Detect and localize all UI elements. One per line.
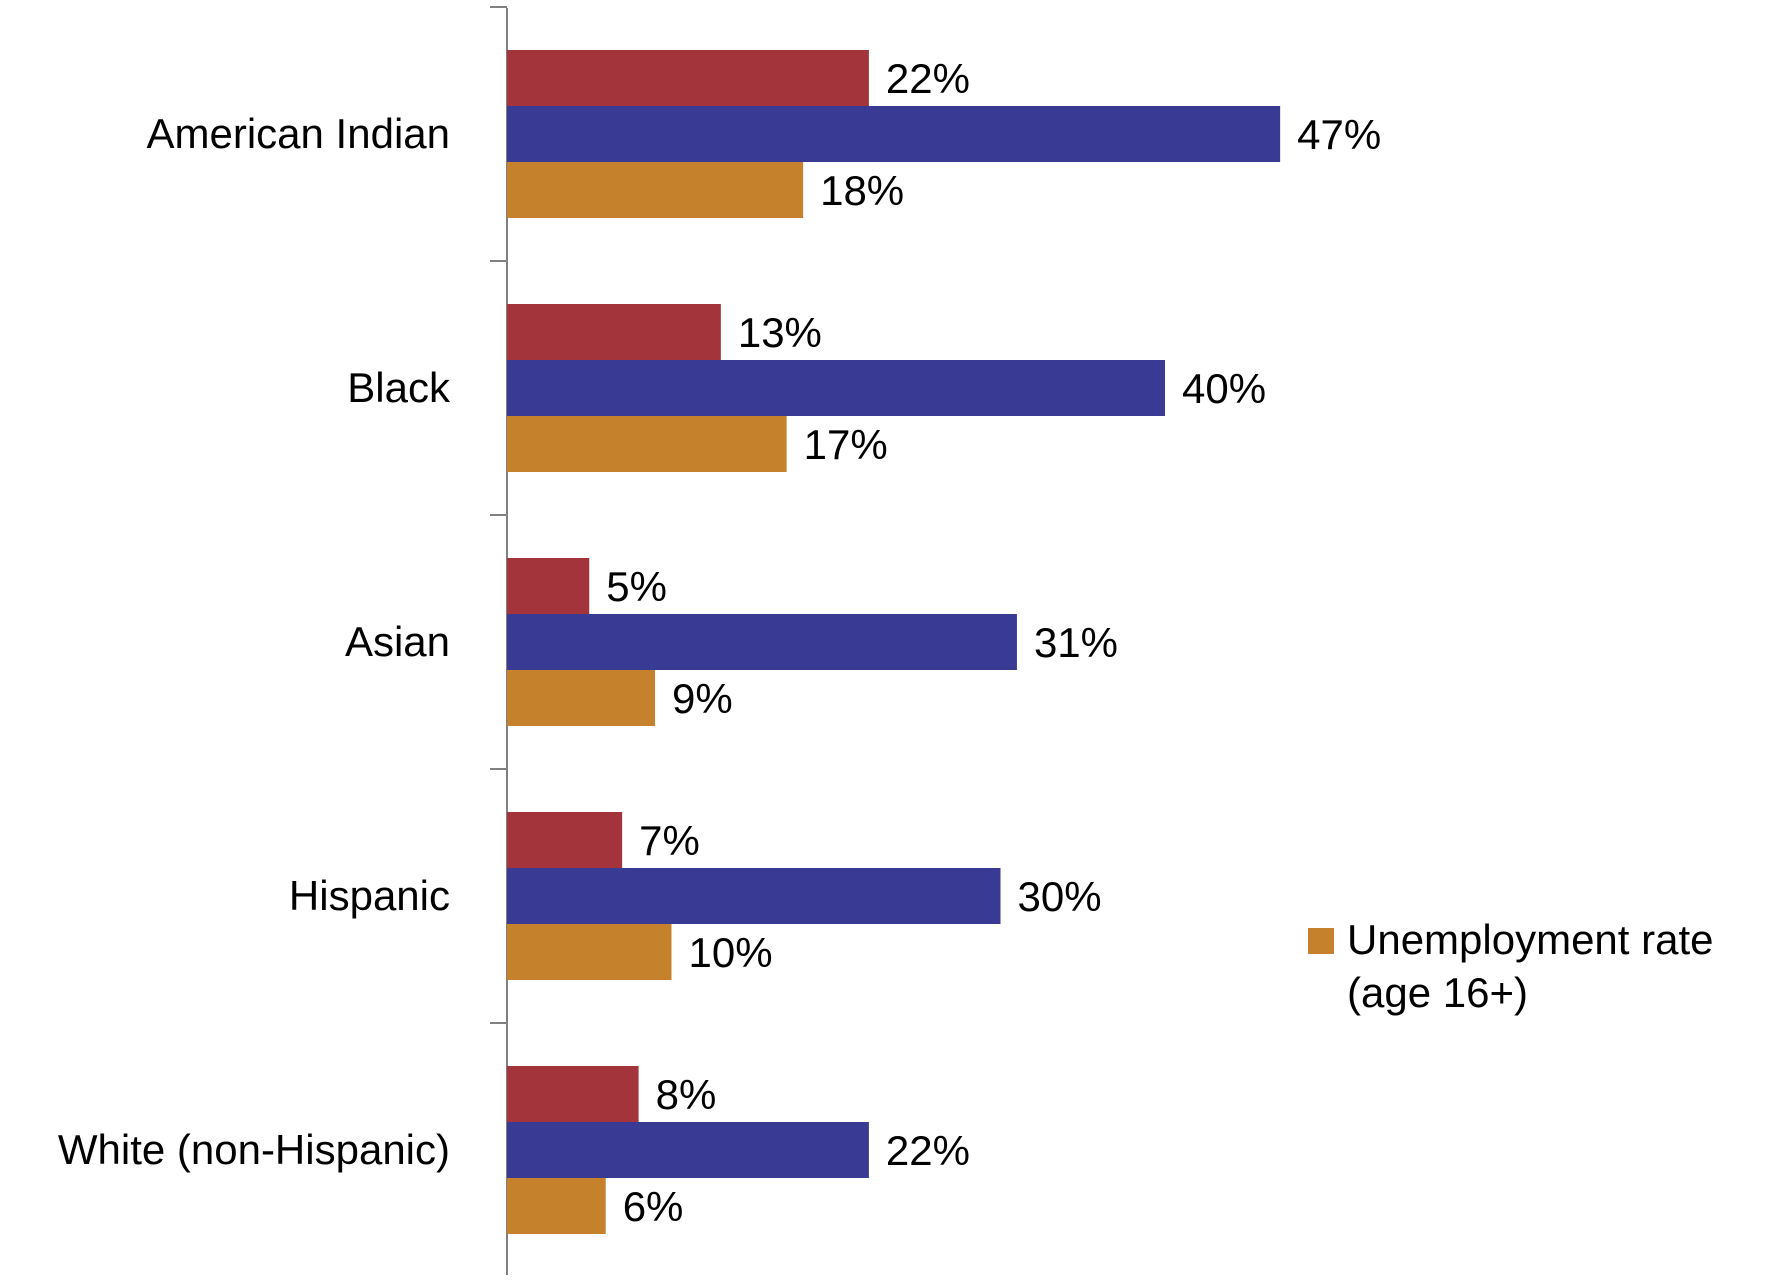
legend-label: (age 16+) bbox=[1347, 969, 1528, 1016]
bar bbox=[507, 924, 672, 980]
legend-label: Unemployment rate bbox=[1347, 916, 1714, 963]
data-label: 10% bbox=[689, 929, 773, 976]
legend-swatch bbox=[1308, 928, 1334, 954]
data-label: 47% bbox=[1297, 111, 1381, 158]
category-label: Hispanic bbox=[289, 872, 450, 919]
bar bbox=[507, 614, 1017, 670]
data-label: 17% bbox=[804, 421, 888, 468]
data-label: 13% bbox=[738, 309, 822, 356]
data-label: 9% bbox=[672, 675, 733, 722]
data-label: 31% bbox=[1034, 619, 1118, 666]
bar bbox=[507, 416, 787, 472]
bar bbox=[507, 1066, 639, 1122]
bar bbox=[507, 558, 590, 614]
data-label: 5% bbox=[606, 563, 667, 610]
bar bbox=[507, 304, 721, 360]
bar bbox=[507, 162, 804, 218]
bar bbox=[507, 868, 1001, 924]
bar bbox=[507, 812, 623, 868]
bar bbox=[507, 670, 656, 726]
data-label: 6% bbox=[623, 1183, 684, 1230]
category-label: White (non-Hispanic) bbox=[58, 1126, 450, 1173]
data-label: 7% bbox=[639, 817, 700, 864]
bar bbox=[507, 1122, 869, 1178]
data-label: 22% bbox=[886, 55, 970, 102]
data-label: 22% bbox=[886, 1127, 970, 1174]
bar bbox=[507, 360, 1165, 416]
data-label: 40% bbox=[1182, 365, 1266, 412]
category-label: American Indian bbox=[147, 110, 451, 157]
category-label: Asian bbox=[345, 618, 450, 665]
data-label: 8% bbox=[656, 1071, 717, 1118]
data-label: 30% bbox=[1018, 873, 1102, 920]
bar bbox=[507, 50, 869, 106]
data-label: 18% bbox=[820, 167, 904, 214]
bar bbox=[507, 106, 1281, 162]
category-label: Black bbox=[347, 364, 451, 411]
bar bbox=[507, 1178, 606, 1234]
